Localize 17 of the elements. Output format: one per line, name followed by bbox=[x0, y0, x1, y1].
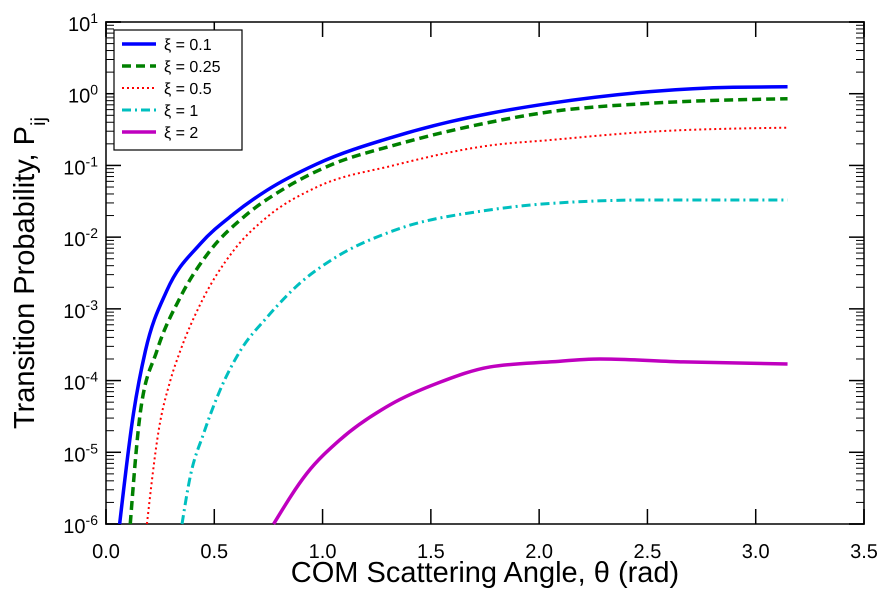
y-tick-label: 10$^{1}$ bbox=[68, 10, 98, 36]
y-tick-label: 10$^{-6}$ bbox=[63, 512, 98, 538]
y-tick-label: 10$^{-4}$ bbox=[63, 368, 98, 395]
legend-label: ξ = 1 bbox=[164, 103, 198, 120]
legend-label: ξ = 0.5 bbox=[164, 81, 212, 98]
y-tick-label: 10$^{-2}$ bbox=[63, 225, 98, 252]
legend-label: ξ = 0.25 bbox=[164, 59, 221, 76]
x-tick-label: 3.5 bbox=[850, 541, 878, 564]
legend-label: ξ = 2 bbox=[164, 125, 198, 142]
y-tick-label: 10$^{-1}$ bbox=[63, 153, 98, 180]
x-tick-label: 3.0 bbox=[742, 541, 770, 564]
legend-label: ξ = 0.1 bbox=[164, 37, 212, 54]
y-tick-label: 10$^{0}$ bbox=[68, 82, 98, 108]
x-tick-label: 0.0 bbox=[92, 541, 120, 564]
y-tick-label: 10$^{-3}$ bbox=[63, 296, 98, 323]
x-tick-label: 0.5 bbox=[200, 541, 228, 564]
y-tick-label: 10$^{-5}$ bbox=[63, 440, 98, 466]
